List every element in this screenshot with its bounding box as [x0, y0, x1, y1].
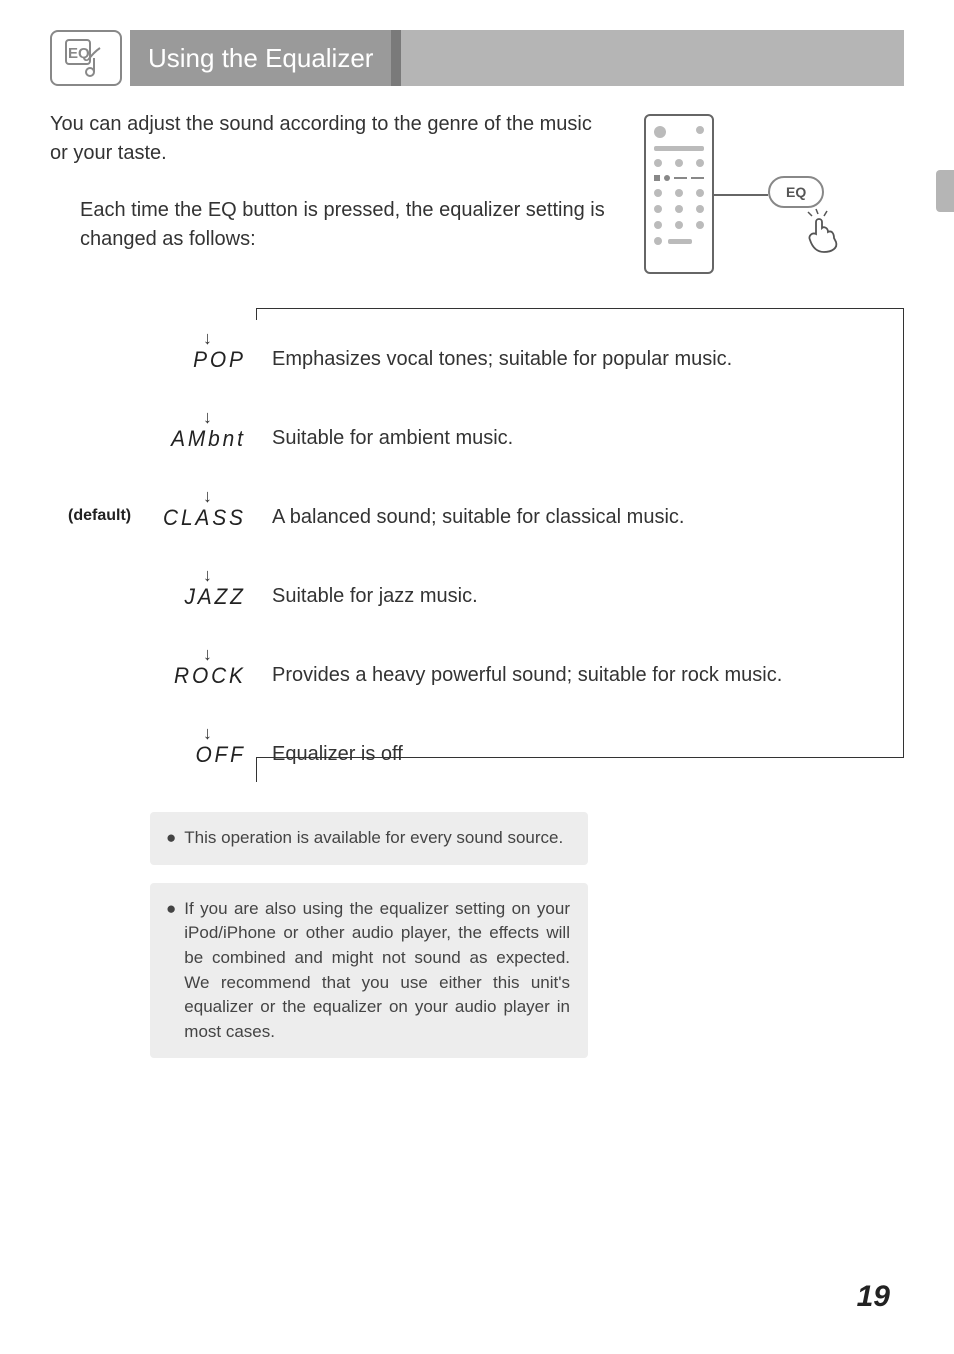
side-tab	[936, 170, 954, 212]
note-text: If you are also using the equalizer sett…	[184, 897, 570, 1045]
eq-seg-label: ROCK	[162, 663, 246, 689]
default-marker: (default)	[68, 507, 131, 525]
down-arrow-icon: ↓	[160, 723, 248, 744]
eq-header-icon: EQ	[50, 30, 122, 86]
eq-seg-label: JAZZ	[162, 584, 246, 610]
eq-desc: Suitable for jazz music.	[272, 584, 904, 608]
eq-seg-label: AMbnt	[162, 426, 246, 452]
remote-outline	[644, 114, 714, 274]
bullet-icon: ●	[166, 826, 176, 851]
eq-item-rock: ROCK Provides a heavy powerful sound; su…	[160, 663, 904, 723]
eq-desc: Emphasizes vocal tones; suitable for pop…	[272, 347, 904, 371]
down-arrow-icon: ↓	[160, 565, 248, 586]
down-arrow-icon: ↓	[160, 328, 248, 349]
intro-text-1: You can adjust the sound according to th…	[50, 110, 614, 168]
eq-seg-label: OFF	[162, 742, 246, 768]
eq-item-class: (default) CLASS A balanced sound; suitab…	[160, 505, 904, 565]
header-band: EQ Using the Equalizer	[50, 30, 904, 86]
eq-seg-label: POP	[162, 347, 246, 373]
remote-diagram: EQ	[644, 110, 904, 290]
press-finger-icon	[802, 208, 850, 261]
note-text: This operation is available for every so…	[184, 826, 563, 851]
eq-desc: Equalizer is off	[272, 742, 904, 766]
eq-desc: A balanced sound; suitable for classical…	[272, 505, 904, 529]
down-arrow-icon: ↓	[160, 644, 248, 665]
down-arrow-icon: ↓	[160, 407, 248, 428]
note-1: ● This operation is available for every …	[150, 812, 588, 865]
bullet-icon: ●	[166, 897, 176, 1045]
band-dark	[391, 30, 401, 86]
eq-settings-block: ↓ POP Emphasizes vocal tones; suitable f…	[160, 328, 904, 782]
note-2: ● If you are also using the equalizer se…	[150, 883, 588, 1059]
eq-item-jazz: JAZZ Suitable for jazz music.	[160, 584, 904, 644]
band-mid	[401, 30, 904, 86]
eq-desc: Provides a heavy powerful sound; suitabl…	[272, 663, 904, 687]
down-arrow-icon: ↓	[160, 486, 248, 507]
eq-seg-label: CLASS	[162, 505, 246, 531]
eq-button-callout: EQ	[768, 176, 824, 208]
intro-text-2: Each time the EQ button is pressed, the …	[50, 196, 614, 254]
eq-desc: Suitable for ambient music.	[272, 426, 904, 450]
eq-item-pop: POP Emphasizes vocal tones; suitable for…	[160, 347, 904, 407]
section-title: Using the Equalizer	[130, 30, 391, 86]
svg-text:EQ: EQ	[68, 45, 90, 62]
eq-item-ambnt: AMbnt Suitable for ambient music.	[160, 426, 904, 486]
leader-line	[714, 194, 768, 196]
page-number: 19	[857, 1280, 890, 1314]
eq-item-off: OFF Equalizer is off	[160, 742, 904, 782]
